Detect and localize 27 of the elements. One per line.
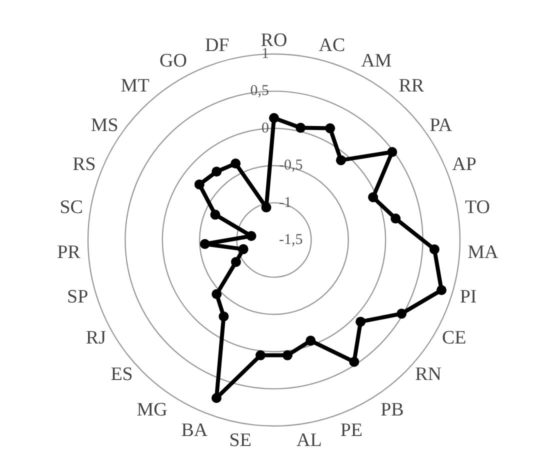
spoke-label: AP: [452, 154, 476, 175]
y-tick-label: -1,5: [279, 232, 303, 248]
spoke-label: PI: [460, 286, 477, 308]
spoke-label: RN: [415, 364, 442, 385]
spoke-label: RR: [398, 75, 424, 96]
spoke-label: AL: [296, 430, 322, 452]
spoke-label: DF: [204, 35, 230, 56]
spoke-label: PE: [340, 420, 363, 441]
spoke-label: PB: [380, 400, 404, 421]
spoke-label: TO: [465, 197, 490, 218]
spoke-label: AM: [361, 50, 392, 72]
spoke-label: SP: [67, 286, 88, 308]
spoke-label: CE: [442, 328, 466, 349]
spoke-label: MS: [90, 114, 118, 136]
spoke-label: SC: [60, 197, 83, 218]
spoke-label: RJ: [86, 328, 106, 349]
spoke-label: GO: [159, 50, 187, 72]
spoke-label: PA: [430, 114, 452, 136]
spoke-label: SE: [229, 430, 252, 452]
spoke-label: MA: [468, 242, 499, 264]
spoke-label: AC: [318, 35, 346, 56]
spoke-label: MG: [136, 400, 168, 421]
spoke-label: BA: [181, 420, 208, 441]
spoke-label: ES: [110, 364, 133, 385]
spoke-label: RS: [72, 154, 96, 175]
spoke-label: PR: [57, 242, 81, 264]
spoke-label: MT: [120, 75, 150, 96]
